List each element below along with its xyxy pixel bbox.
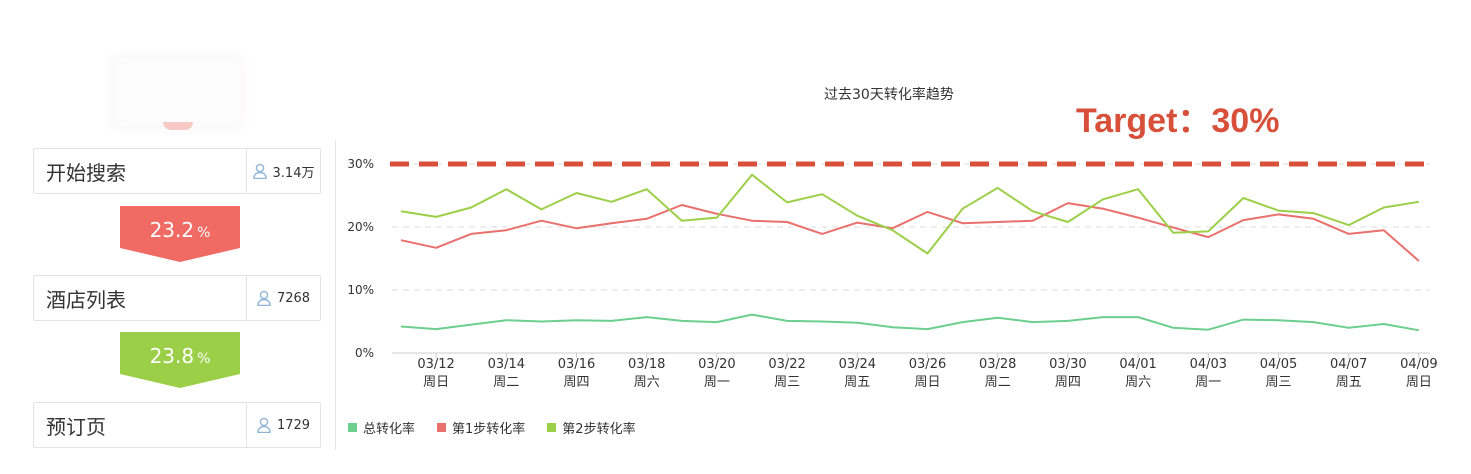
x-tick-date: 03/18 [628, 357, 665, 372]
y-tick-label: 30% [347, 157, 374, 171]
logo-placeholder [113, 58, 241, 126]
series-line [400, 313, 1420, 332]
legend-item[interactable]: 第2步转化率 [547, 418, 636, 437]
x-tick-weekday: 周一 [704, 375, 730, 390]
x-tick-date: 03/20 [698, 357, 735, 372]
x-tick-weekday: 周日 [914, 375, 940, 390]
x-tick-date: 03/30 [1049, 357, 1086, 372]
logo-pointer [163, 122, 193, 130]
stage-name: 开始搜索 [46, 160, 126, 185]
stage-count-box: 7268 [246, 276, 320, 320]
user-icon [257, 290, 271, 306]
series-line [400, 173, 1420, 255]
stage-name: 预订页 [46, 414, 106, 439]
x-tick-date: 03/28 [979, 357, 1016, 372]
rate-value: 23.2 [149, 218, 195, 242]
x-tick-weekday: 周六 [1125, 375, 1151, 390]
rate-unit: % [197, 351, 211, 367]
x-tick-date: 04/05 [1260, 357, 1297, 372]
rate-unit: % [197, 225, 211, 241]
legend-item[interactable]: 总转化率 [348, 418, 415, 437]
legend-item[interactable]: 第1步转化率 [437, 418, 525, 437]
funnel-stage-hotel-list: 酒店列表 7268 [33, 275, 321, 321]
y-tick-label: 10% [347, 283, 374, 297]
rate-arrow-step2: 23.8% [120, 332, 240, 388]
rate-value: 23.8 [149, 344, 195, 368]
x-tick-date: 03/26 [909, 357, 946, 372]
x-tick-date: 03/22 [768, 357, 805, 372]
x-tick-weekday: 周一 [1195, 375, 1221, 390]
x-tick-date: 03/12 [417, 357, 454, 372]
x-tick-weekday: 周六 [634, 375, 660, 390]
user-icon [252, 163, 267, 179]
legend-label: 第1步转化率 [452, 422, 526, 437]
rate-arrow-step1: 23.2% [120, 206, 240, 262]
stage-count-box: 1729 [246, 403, 320, 447]
x-tick-weekday: 周三 [1265, 375, 1291, 390]
x-tick-date: 04/09 [1400, 357, 1437, 372]
stage-count-box: 3.14万 [246, 149, 320, 193]
legend-swatch [348, 423, 357, 432]
target-label: Target：30% [1076, 102, 1280, 140]
chart-title: 过去30天转化率趋势 [824, 87, 954, 103]
funnel-stage-booking: 预订页 1729 [33, 402, 321, 448]
funnel-stage-search: 开始搜索 3.14万 [33, 148, 321, 194]
legend-swatch [437, 423, 447, 432]
x-tick-date: 04/07 [1330, 357, 1367, 372]
chart-divider [335, 140, 1446, 450]
legend-label: 第2步转化率 [562, 422, 636, 437]
x-tick-date: 04/03 [1190, 357, 1227, 372]
conversion-funnel: 开始搜索 3.14万 23.2% 酒店列表 7268 23.8% 预订页 172… [0, 0, 330, 474]
stage-count: 1729 [276, 417, 311, 433]
x-tick-weekday: 周四 [1055, 375, 1081, 390]
user-icon [257, 417, 271, 433]
series-line [400, 202, 1420, 262]
x-tick-date: 04/01 [1119, 357, 1156, 372]
legend-swatch [547, 423, 557, 432]
x-tick-weekday: 周日 [423, 375, 449, 390]
x-tick-weekday: 周五 [1336, 375, 1362, 390]
y-tick-label: 0% [355, 346, 374, 360]
stage-name: 酒店列表 [46, 287, 126, 312]
legend-label: 总转化率 [363, 422, 416, 437]
x-tick-weekday: 周二 [493, 375, 519, 390]
chart-legend: 总转化率 第1步转化率 第2步转化率 [348, 418, 636, 437]
x-tick-date: 03/14 [488, 357, 525, 372]
x-tick-weekday: 周二 [985, 375, 1011, 390]
x-tick-date: 03/16 [558, 357, 595, 372]
x-tick-weekday: 周五 [844, 375, 870, 390]
x-tick-weekday: 周三 [774, 375, 800, 390]
x-tick-weekday: 周四 [563, 375, 589, 390]
y-tick-label: 20% [347, 220, 374, 234]
stage-count: 7268 [276, 290, 311, 306]
x-tick-weekday: 周日 [1406, 375, 1432, 390]
stage-count: 3.14万 [272, 165, 315, 181]
x-tick-date: 03/24 [839, 357, 876, 372]
